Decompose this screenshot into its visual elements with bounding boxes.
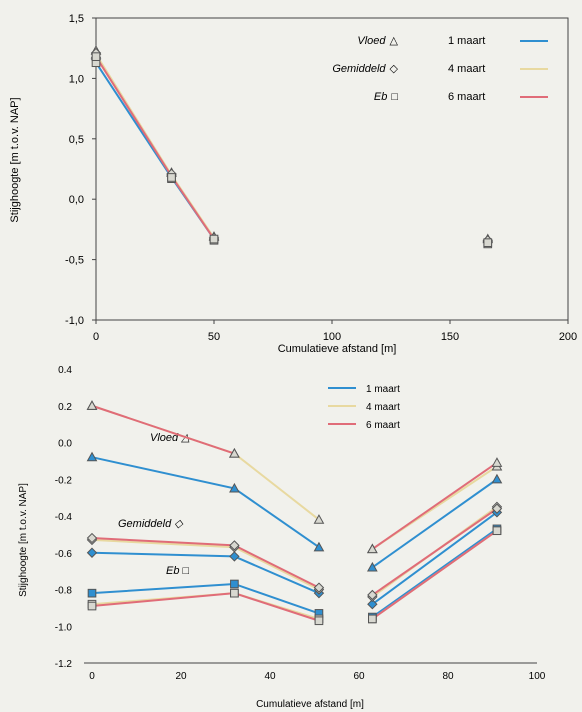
triangle-marker [229,447,240,458]
diamond-marker [367,589,378,601]
diamond-marker [229,540,240,551]
legend-vloed-label: Vloed △ [357,35,398,47]
triangle-marker [229,482,240,493]
x-tick-label: 200 [559,331,577,343]
group-label-gemiddeld: Gemiddeld ◇ [118,518,184,530]
chart-bottom-ylabel: Stijghoogte [m t.o.v. NAP] [18,483,29,597]
triangle-marker [491,457,503,467]
chart-top: Stijghoogte [m t.o.v. NAP] Cumulatieve a… [9,13,577,355]
square-marker [483,238,493,248]
legend2-series-2-label: 4 maart [366,402,400,413]
y-tick-label: -0,5 [65,255,84,267]
x-tick-label: 0 [93,331,99,343]
legend-eb-label: Eb □ [374,91,398,103]
group-label-eb: Eb □ [166,565,190,577]
chart-bottom-xlabel: Cumulatieve afstand [m] [256,699,364,710]
x-tick-label: 100 [323,331,341,343]
series-line-6_maart [91,404,235,455]
y-tick-label: 0,5 [69,134,84,146]
triangle-marker [491,473,503,484]
x-tick-label: 50 [208,331,220,343]
y-tick-label: -0.2 [55,475,73,486]
y-tick-label: 1,5 [69,13,84,25]
y-tick-label: -0.6 [55,549,73,560]
square-marker [492,526,502,536]
series-line-6_maart [371,461,498,550]
triangle-marker [86,400,98,410]
legend-gemiddeld-label: Gemiddeld ◇ [332,63,398,75]
y-tick-label: 0.4 [58,365,72,376]
triangle-marker [313,541,325,552]
triangle-marker [367,543,378,554]
diamond-marker [86,532,98,544]
square-marker [209,234,219,244]
diamond-marker [86,547,98,558]
legend2-series-3-label: 6 maart [366,420,400,431]
square-marker [230,579,239,589]
chart-top-ylabel: Stijghoogte [m t.o.v. NAP] [9,97,21,222]
series-line-1_maart [371,511,498,606]
square-marker [87,601,97,611]
y-tick-label: 0.0 [58,439,72,450]
diamond-marker [229,551,240,562]
triangle-marker [367,561,378,572]
x-tick-label: 150 [441,331,459,343]
legend-series-2-label: 4 maart [448,63,485,75]
square-marker [167,173,176,182]
chart-bottom: Stijghoogte [m t.o.v. NAP] Cumulatieve a… [18,365,546,710]
series-line-6_maart [371,507,498,596]
legend2-series-1-label: 1 maart [366,384,400,395]
y-tick-label: -1,0 [65,315,84,327]
chart-top-xlabel: Cumulatieve afstand [m] [278,343,397,355]
diamond-marker [491,503,503,514]
y-tick-label: 1,0 [69,73,84,85]
y-tick-label: -0.8 [55,586,73,597]
y-tick-label: -1.2 [55,659,73,670]
square-marker [230,588,239,598]
x-tick-label: 60 [353,671,365,682]
group-label-vloed: Vloed △ [150,432,190,444]
y-tick-label: -0.4 [55,512,73,523]
chart-top-legend: Vloed △ Gemiddeld ◇ Eb □ 1 maart 4 maart 6 … [332,35,548,103]
square-marker [91,52,101,61]
square-marker [87,588,97,598]
x-tick-label: 0 [89,671,95,682]
y-tick-label: 0,0 [69,194,84,206]
x-tick-label: 20 [175,671,187,682]
series-line-6_maart [371,529,498,620]
triangle-marker [313,514,325,524]
legend-series-3-label: 6 maart [448,91,485,103]
diamond-marker [313,582,325,593]
diamond-marker [367,598,378,610]
square-marker [314,616,324,626]
triangle-marker [86,451,98,462]
series-line-1_maart [371,528,498,618]
chart-bottom-legend: 1 maart 4 maart 6 maart [328,384,400,431]
square-marker [368,614,377,624]
y-tick-label: 0.2 [58,402,72,413]
series-line-1_maart [371,478,498,569]
x-tick-label: 80 [442,671,454,682]
legend-series-1-label: 1 maart [448,35,485,47]
y-tick-label: -1.0 [55,622,73,633]
x-tick-label: 100 [529,671,546,682]
x-tick-label: 40 [264,671,276,682]
